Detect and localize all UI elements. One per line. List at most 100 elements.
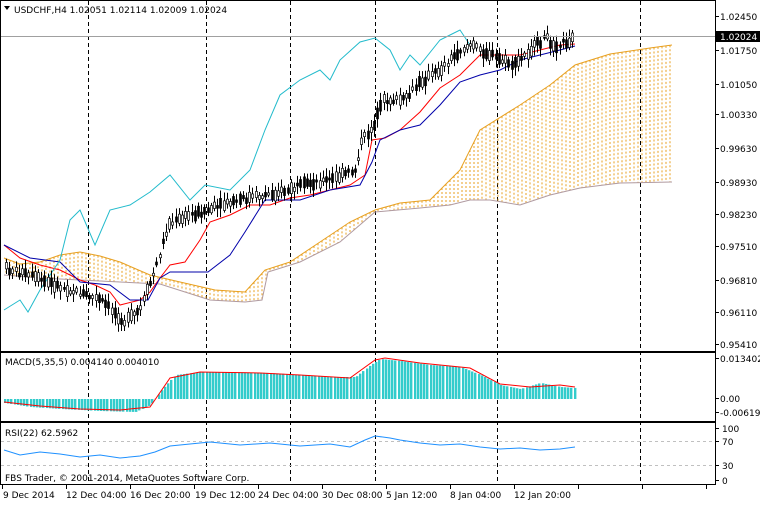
candle-body	[409, 93, 411, 98]
candle-body	[422, 78, 424, 87]
candle-body	[297, 183, 299, 186]
senkou-span-a-line	[4, 45, 672, 292]
macd-histogram-bar	[567, 387, 569, 399]
candle-body	[428, 71, 430, 79]
candle-body	[188, 212, 190, 221]
macd-histogram-bar	[471, 371, 473, 399]
candle-body	[374, 121, 376, 129]
candle-body	[246, 198, 248, 204]
candle-body	[464, 47, 466, 52]
candle-body	[329, 178, 331, 180]
time-label: 5 Jan 12:00	[386, 491, 438, 501]
macd-histogram-bar	[574, 388, 576, 399]
candle-body	[115, 308, 117, 318]
dropdown-triangle-icon[interactable]	[4, 6, 10, 10]
macd-histogram-bar	[218, 372, 220, 399]
candle-body	[307, 179, 309, 186]
time-label: 24 Dec 04:00	[258, 491, 319, 501]
candle-body	[265, 192, 267, 197]
macd-histogram-bar	[490, 380, 492, 399]
macd-histogram-bar	[30, 399, 32, 407]
candle-body	[377, 108, 379, 119]
candle-body	[121, 319, 123, 325]
macd-histogram-bar	[164, 387, 166, 399]
candle-body	[524, 53, 526, 56]
macd-histogram-bar	[324, 377, 326, 399]
candle-body	[416, 85, 418, 91]
macd-histogram-bar	[292, 374, 294, 399]
candle-body	[364, 132, 366, 136]
candle-body	[400, 95, 402, 105]
candle-body	[508, 60, 510, 67]
macd-histogram-bar	[148, 399, 150, 406]
macd-histogram-bar	[183, 374, 185, 399]
macd-histogram-bar	[180, 374, 182, 399]
price-label: 0.98930	[720, 179, 757, 189]
macd-histogram-bar	[426, 365, 428, 399]
macd-histogram-bar	[302, 375, 304, 399]
candle-body	[118, 314, 120, 324]
macd-histogram-bar	[337, 377, 339, 399]
candle-body	[486, 49, 488, 59]
candle-body	[240, 194, 242, 204]
candle-body	[41, 278, 43, 281]
candle-body	[499, 54, 501, 65]
candle-body	[128, 312, 130, 322]
candle-body	[262, 196, 264, 199]
candle-body	[566, 40, 568, 48]
macd-histogram-bar	[417, 363, 419, 399]
macd-histogram-bar	[238, 372, 240, 399]
macd-histogram-bar	[298, 375, 300, 399]
candle-body	[272, 190, 274, 199]
candle-body	[214, 202, 216, 208]
candle-body	[249, 192, 251, 202]
candle-body	[316, 180, 318, 182]
price-label: 0.95410	[720, 341, 757, 351]
macd-histogram-bar	[561, 387, 563, 399]
candle-body	[560, 45, 562, 47]
candle-body	[54, 281, 56, 292]
macd-histogram-bar	[468, 370, 470, 399]
macd-histogram-bar	[343, 377, 345, 399]
price-label: 0.96810	[720, 277, 757, 287]
candle-body	[96, 295, 98, 301]
macd-histogram-bar	[196, 372, 198, 399]
candle-body	[572, 33, 574, 42]
candle-body	[163, 239, 165, 244]
macd-histogram-bar	[484, 377, 486, 399]
candle-body	[358, 158, 360, 161]
candle-body	[476, 44, 478, 48]
macd-histogram-bar	[446, 366, 448, 399]
macd-histogram-bar	[570, 388, 572, 399]
candle-body	[505, 55, 507, 63]
macd-panel-title: MACD(5,35,5) 0.004140 0.004010	[5, 358, 160, 368]
time-axis-ticks	[3, 485, 707, 489]
macd-histogram-bar	[414, 363, 416, 399]
macd-histogram-bar	[388, 360, 390, 399]
time-axis[interactable]: 9 Dec 2014 12 Dec 04:00 16 Dec 20:00 19 …	[3, 485, 707, 501]
price-scale[interactable]: 1.02450 1.01750 1.01050 1.00330 0.99630 …	[715, 13, 760, 487]
main-panel-title: USDCHF,H4 1.02051 1.02114 1.02009 1.0202…	[14, 6, 227, 16]
price-label: 0.98230	[720, 211, 757, 221]
candle-body	[444, 63, 446, 67]
macd-histogram-bar	[231, 372, 233, 399]
candle-body	[412, 87, 414, 90]
candle-body	[502, 60, 504, 63]
candle-body	[313, 180, 315, 191]
candle-body	[470, 44, 472, 46]
macd-histogram-bar	[407, 362, 409, 399]
macd-histogram-bar	[202, 372, 204, 399]
candle-body	[150, 281, 152, 285]
macd-histogram-bar	[340, 377, 342, 399]
time-label: 19 Dec 12:00	[195, 491, 256, 501]
macd-histogram-bar	[510, 387, 512, 399]
candle-body	[310, 180, 312, 186]
candle-body	[518, 56, 520, 66]
rsi-panel-title: RSI(22) 62.5962	[5, 429, 78, 439]
candle-body	[35, 272, 37, 282]
macd-histogram-bar	[442, 366, 444, 399]
macd-histogram-bar	[350, 377, 352, 399]
candle-body	[278, 191, 280, 196]
